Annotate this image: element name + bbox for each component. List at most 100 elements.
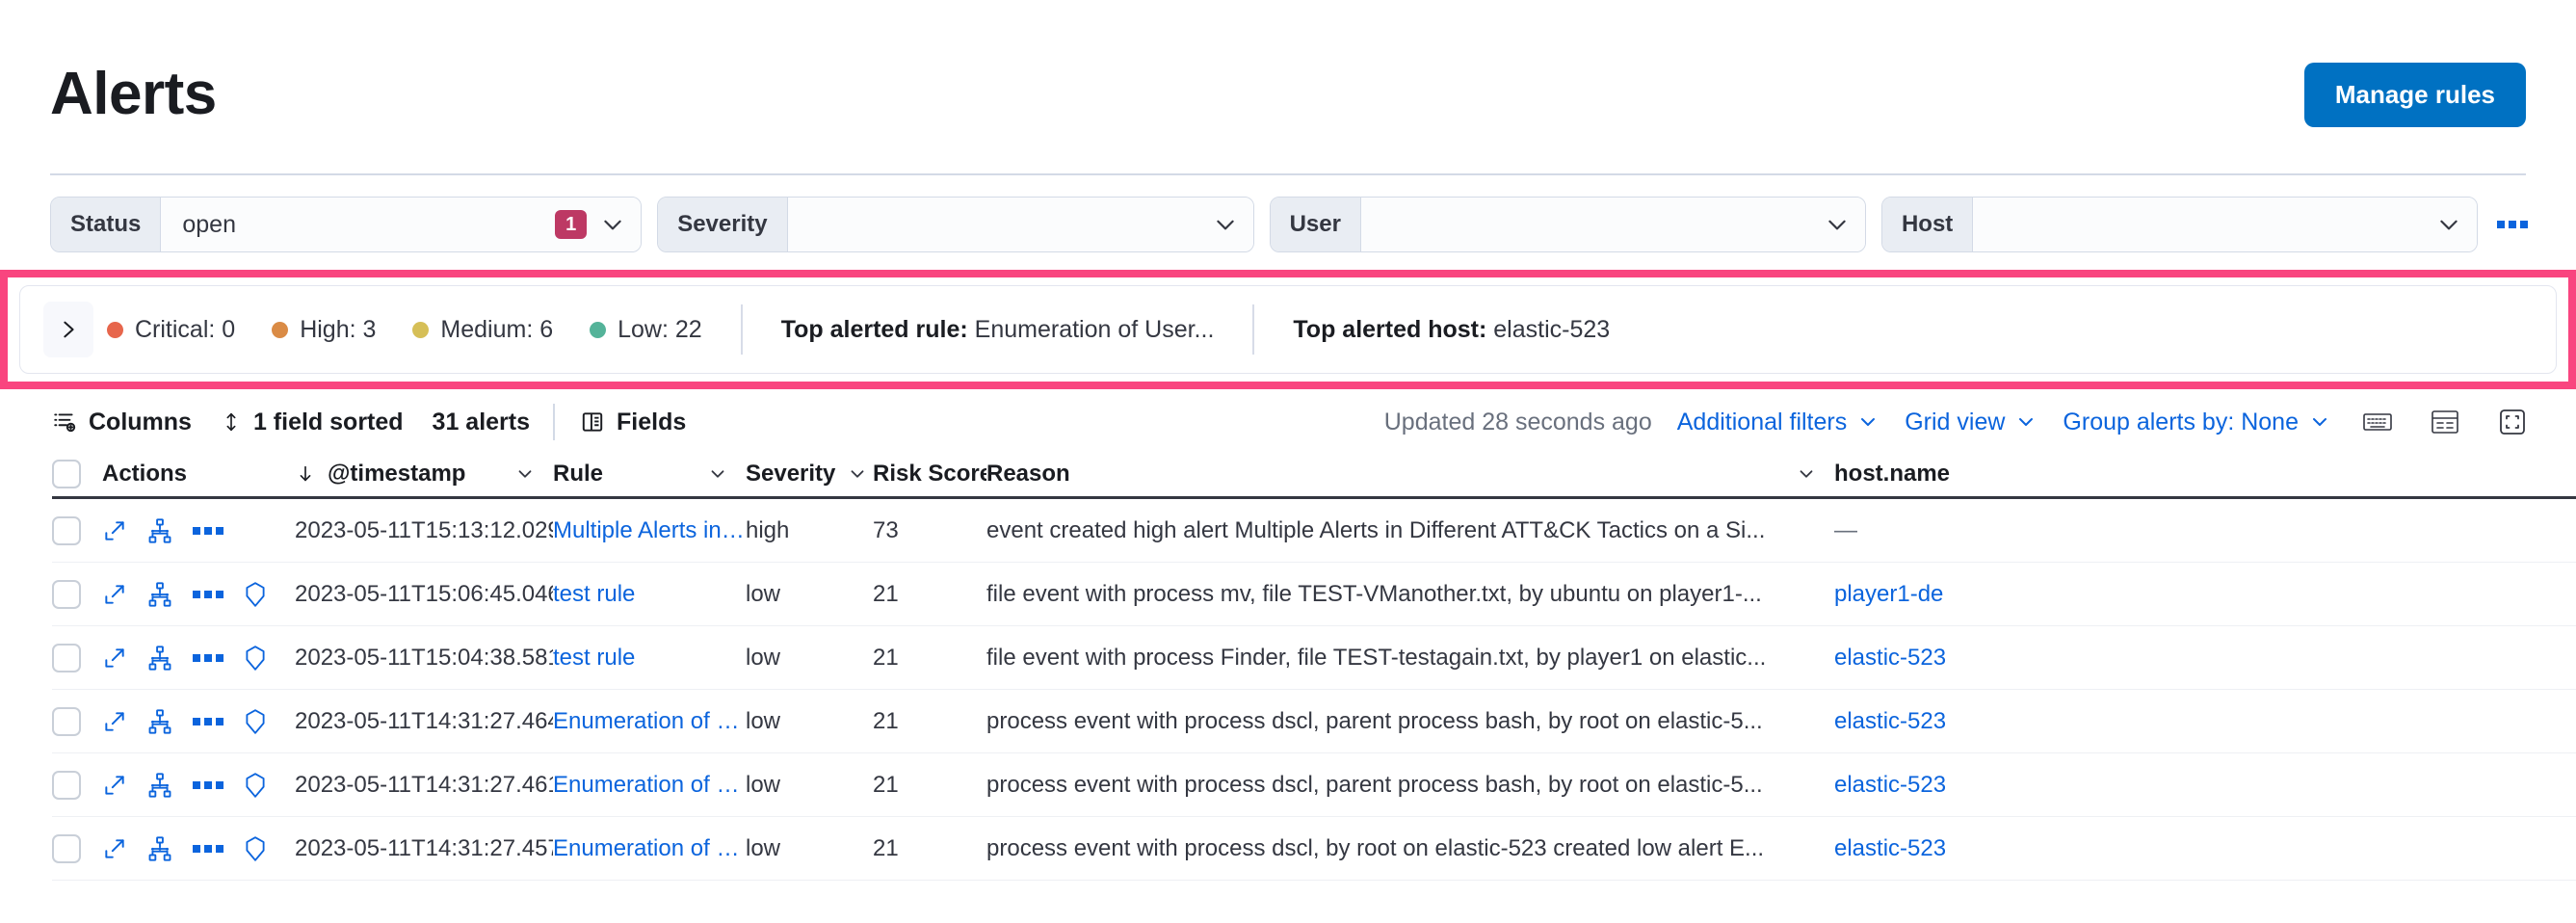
analyze-event-icon[interactable] <box>146 708 173 735</box>
severity-medium: Medium: 6 <box>412 316 553 344</box>
sort-fields-button[interactable]: 1 field sorted <box>221 409 433 436</box>
updated-status: Updated 28 seconds ago <box>1383 408 1652 435</box>
expand-details-icon[interactable] <box>102 836 127 861</box>
column-header-severity[interactable]: Severity <box>746 461 873 488</box>
filter-severity-label: Severity <box>658 198 788 251</box>
column-menu-button[interactable] <box>707 463 746 485</box>
additional-filters-button[interactable]: Additional filters <box>1677 409 1879 436</box>
chevron-down-icon[interactable] <box>2436 212 2461 237</box>
table-row[interactable]: 2023-05-11T15:13:12.029Z Multiple Alerts… <box>52 499 2576 563</box>
filter-status[interactable]: Status open 1 <box>50 197 643 252</box>
row-checkbox[interactable] <box>52 833 81 863</box>
row-checkbox[interactable] <box>52 515 81 545</box>
chevron-down-icon <box>851 469 864 478</box>
more-actions-icon[interactable] <box>193 526 223 535</box>
chevron-down-icon <box>1861 418 1876 426</box>
expand-details-icon[interactable] <box>102 646 127 671</box>
rule-link[interactable]: Enumeration of Users or Gr... <box>553 771 746 798</box>
rule-link[interactable]: test rule <box>553 644 636 671</box>
expand-summary-button[interactable] <box>43 302 93 357</box>
row-checkbox[interactable] <box>52 706 81 736</box>
column-header-actions[interactable]: Actions <box>102 461 295 488</box>
additional-filters-label: Additional filters <box>1676 408 1848 435</box>
cell-severity: low <box>746 580 781 607</box>
expand-details-icon[interactable] <box>102 709 127 734</box>
more-actions-icon[interactable] <box>193 844 223 853</box>
chevron-down-icon <box>1800 469 1813 478</box>
column-header-host-name[interactable]: host.name <box>1834 461 2027 488</box>
keyboard-icon <box>2363 413 2392 431</box>
session-view-icon[interactable] <box>243 645 268 672</box>
more-actions-icon[interactable] <box>193 717 223 725</box>
chevron-down-icon <box>711 469 724 478</box>
rule-link[interactable]: Enumeration of Users or Gr... <box>553 707 746 734</box>
column-header-rule[interactable]: Rule <box>553 461 746 488</box>
keyboard-shortcuts-button[interactable] <box>2356 403 2399 441</box>
select-all-checkbox[interactable] <box>52 459 81 488</box>
page-title: Alerts <box>50 61 217 127</box>
chevron-down-icon[interactable] <box>1825 212 1850 237</box>
cell-reason: process event with process dscl, by root… <box>986 834 1765 861</box>
column-menu-button[interactable] <box>514 463 553 485</box>
host-name-link[interactable]: elastic-523 <box>1834 707 1947 734</box>
column-header-reason[interactable]: Reason <box>986 461 1834 488</box>
filter-severity[interactable]: Severity <box>657 197 1254 252</box>
session-view-icon[interactable] <box>243 835 268 862</box>
table-row[interactable]: 2023-05-11T15:06:45.046Z test rule low 2… <box>52 563 2576 626</box>
host-name-link[interactable]: elastic-523 <box>1834 834 1947 861</box>
row-checkbox-cell <box>52 706 102 736</box>
row-checkbox[interactable] <box>52 579 81 609</box>
row-checkbox[interactable] <box>52 770 81 800</box>
grid-view-label: Grid view <box>1905 408 2006 435</box>
expand-details-icon[interactable] <box>102 582 127 607</box>
column-menu-button[interactable] <box>1796 463 1834 485</box>
rule-link[interactable]: Enumeration of Users or Gr... <box>553 834 746 861</box>
column-menu-button[interactable] <box>847 463 873 485</box>
session-view-icon[interactable] <box>243 708 268 735</box>
filter-more-options-button[interactable] <box>2493 202 2532 247</box>
row-checkbox[interactable] <box>52 643 81 672</box>
filter-user[interactable]: User <box>1269 197 1866 252</box>
filter-host[interactable]: Host <box>1880 197 2479 252</box>
table-row[interactable]: 2023-05-11T14:31:27.457Z Enumeration of … <box>52 817 2576 881</box>
table-row[interactable]: 2023-05-11T14:31:27.461Z Enumeration of … <box>52 753 2576 817</box>
manage-rules-button[interactable]: Manage rules <box>2303 62 2526 127</box>
group-alerts-by-button[interactable]: Group alerts by: None <box>2063 409 2331 436</box>
table-row[interactable]: 2023-05-11T15:04:38.581Z test rule low 2… <box>52 626 2576 690</box>
rule-link[interactable]: Multiple Alerts in Different ... <box>553 516 746 543</box>
severity-dot-icon <box>590 321 607 338</box>
cell-timestamp: 2023-05-11T14:31:27.464Z <box>295 707 553 734</box>
analyze-event-icon[interactable] <box>146 772 173 799</box>
grid-view-button[interactable]: Grid view <box>1905 409 2037 436</box>
chevron-down-icon[interactable] <box>1213 212 1238 237</box>
host-name-link[interactable]: elastic-523 <box>1834 771 1947 798</box>
analyze-event-icon[interactable] <box>146 835 173 862</box>
expand-details-icon[interactable] <box>102 518 127 543</box>
analyze-event-icon[interactable] <box>146 517 173 544</box>
session-view-icon[interactable] <box>243 772 268 799</box>
severity-high: High: 3 <box>272 316 376 344</box>
display-options-button[interactable] <box>2424 403 2466 441</box>
columns-button[interactable]: Columns <box>52 409 221 436</box>
column-header-risk-score[interactable]: Risk Score <box>873 461 986 488</box>
host-name-link[interactable]: player1-de <box>1834 580 1944 607</box>
page-header: Alerts Manage rules <box>0 0 2576 152</box>
cell-timestamp: 2023-05-11T14:31:27.461Z <box>295 771 553 798</box>
column-header-timestamp[interactable]: @timestamp <box>295 461 553 488</box>
more-actions-icon[interactable] <box>193 780 223 789</box>
rule-link[interactable]: test rule <box>553 580 636 607</box>
fields-button[interactable]: Fields <box>580 409 715 436</box>
session-view-icon[interactable] <box>243 581 268 608</box>
table-row[interactable]: 2023-05-11T14:31:27.464Z Enumeration of … <box>52 690 2576 753</box>
chevron-down-icon[interactable] <box>600 212 625 237</box>
expand-details-icon[interactable] <box>102 773 127 798</box>
columns-icon <box>54 413 76 433</box>
more-actions-icon[interactable] <box>193 590 223 598</box>
analyze-event-icon[interactable] <box>146 645 173 672</box>
severity-critical: Critical: 0 <box>107 316 235 344</box>
fullscreen-button[interactable] <box>2491 403 2534 441</box>
analyze-event-icon[interactable] <box>146 581 173 608</box>
summary-highlight-frame: Critical: 0 High: 3 Medium: 6 Low: 22 To… <box>0 270 2576 389</box>
host-name-link[interactable]: elastic-523 <box>1834 644 1947 671</box>
more-actions-icon[interactable] <box>193 653 223 662</box>
